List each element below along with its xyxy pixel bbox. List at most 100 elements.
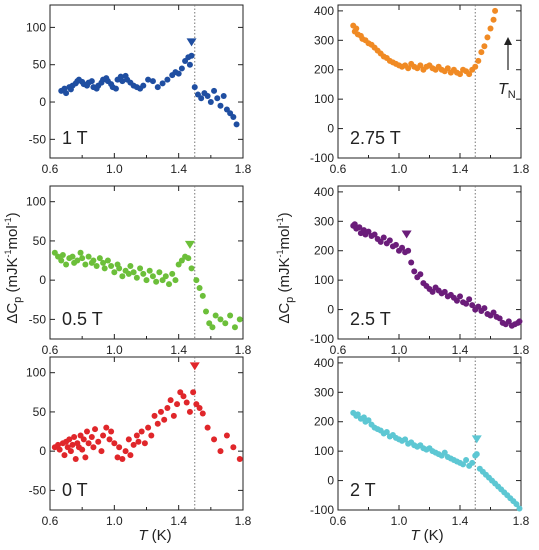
x-tick-label: 1.4	[452, 514, 469, 528]
data-point	[92, 426, 99, 433]
y-tick-label: 300	[314, 33, 334, 47]
y-tick-label: 100	[314, 444, 334, 458]
transition-marker	[471, 435, 482, 444]
y-tick-label: -100	[310, 503, 334, 517]
data-point	[66, 436, 73, 443]
data-point	[100, 432, 107, 439]
data-point	[104, 257, 111, 264]
data-point	[77, 249, 84, 256]
data-point	[516, 505, 523, 512]
data-point	[166, 281, 173, 288]
data-point	[236, 456, 243, 462]
data-point	[469, 459, 476, 466]
panel-left-top: -50 0 50 100 0.6 1.0 1.4 1.8 1 T	[26, 4, 252, 176]
data-point	[85, 253, 92, 260]
data-point	[149, 273, 156, 280]
data-point	[79, 255, 86, 262]
data-point	[59, 252, 66, 259]
data-point	[196, 405, 203, 411]
data-point	[137, 265, 144, 272]
y-tick-label: 0	[39, 273, 46, 287]
data-point	[231, 324, 238, 331]
y-tick-label: 200	[314, 415, 334, 429]
y-tick-label: -50	[29, 483, 47, 497]
data-point	[172, 277, 179, 284]
data-point	[475, 303, 482, 310]
data-point	[133, 432, 140, 439]
data-point	[125, 436, 132, 443]
data-point	[119, 456, 126, 462]
x-tick-label: 0.6	[330, 162, 347, 176]
field-label: 1 T	[62, 128, 88, 148]
data-point	[473, 451, 480, 458]
x-tick-label: 1.8	[513, 514, 530, 528]
data-point	[199, 410, 206, 417]
data-point	[392, 241, 399, 248]
data-point	[193, 277, 200, 284]
data-point	[56, 446, 63, 453]
x-tick-label: 0.6	[42, 514, 59, 528]
data-point	[209, 324, 216, 331]
data-point	[365, 417, 372, 424]
y-tick-label: 100	[26, 366, 46, 380]
data-point	[223, 432, 230, 439]
data-point	[222, 320, 229, 327]
data-point	[162, 273, 169, 280]
x-tick-label: 1.0	[391, 514, 408, 528]
data-point	[61, 452, 68, 459]
data-point	[405, 65, 412, 72]
data-point	[127, 263, 134, 270]
data-point	[71, 434, 78, 441]
data-point	[127, 452, 134, 459]
data-point	[164, 76, 171, 83]
transition-marker	[186, 38, 197, 47]
data-point	[487, 25, 494, 32]
x-axis-title-right: T (K)	[410, 527, 443, 544]
x-tick-label: 1.0	[391, 343, 408, 357]
data-point	[380, 234, 387, 241]
data-point	[82, 454, 89, 461]
data-point	[186, 408, 193, 415]
data-point	[233, 121, 240, 128]
x-tick-label: 1.8	[513, 162, 530, 176]
data-point	[151, 412, 158, 419]
data-point	[441, 288, 448, 295]
data-point	[88, 78, 95, 85]
data-point	[217, 448, 224, 455]
data-point	[82, 261, 89, 268]
data-point	[212, 312, 219, 319]
data-point	[90, 444, 97, 451]
x-tick-label: 1.4	[170, 343, 187, 357]
data-point	[122, 448, 129, 455]
y-tick-label: 400	[314, 185, 334, 199]
data-point	[164, 405, 171, 411]
data-point	[88, 434, 95, 441]
data-point	[55, 441, 62, 448]
data-point	[141, 440, 148, 447]
data-point	[80, 436, 87, 443]
data-point	[67, 448, 74, 455]
data-point	[365, 228, 372, 235]
data-point	[140, 270, 147, 277]
data-point	[157, 408, 164, 415]
panel-left-bottom: -50 0 50 100 0.6 1.0 1.4 1.8 0 T	[26, 356, 252, 528]
y-tick-label: 0	[327, 474, 334, 488]
data-point	[386, 237, 393, 244]
data-point	[154, 84, 161, 91]
data-point	[69, 253, 76, 260]
data-point	[130, 441, 137, 448]
y-tick-label: 50	[33, 405, 47, 419]
y-tick-label: 0	[327, 303, 334, 317]
data-point	[496, 315, 503, 322]
data-point	[69, 441, 76, 448]
data-point	[58, 257, 65, 264]
data-point	[108, 263, 115, 270]
data-point	[199, 292, 206, 299]
data-point	[145, 76, 152, 83]
data-point	[472, 63, 479, 70]
x-tick-label: 1.0	[106, 343, 123, 357]
data-point	[111, 440, 118, 447]
data-point	[203, 308, 210, 315]
data-point	[353, 25, 360, 32]
data-point	[411, 268, 418, 275]
